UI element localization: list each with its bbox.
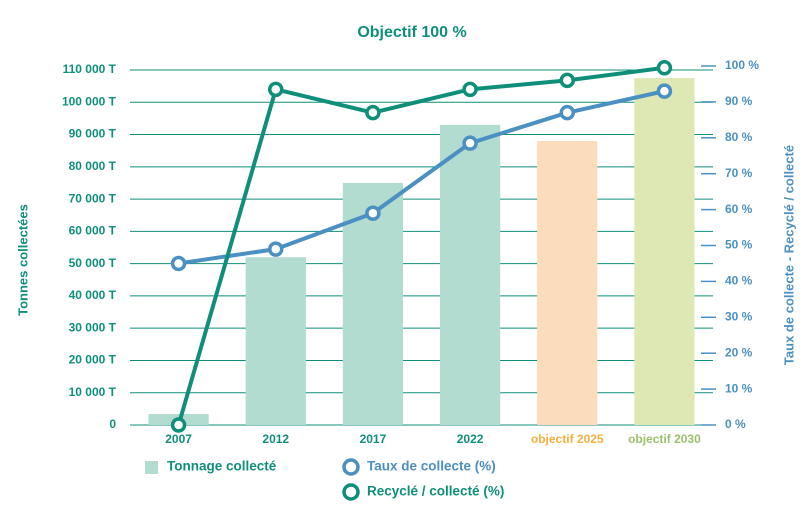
y2-tick-label: 60 % (725, 202, 753, 216)
marker (656, 60, 673, 76)
marker (268, 241, 284, 257)
y-tick-label: 90 000 T (69, 127, 117, 141)
legend-label: Tonnage collecté (167, 459, 277, 474)
y-tick-label: 10 000 T (69, 385, 117, 399)
x-tick-label: objectif 2025 (531, 432, 604, 446)
y-tick-label: 30 000 T (69, 320, 117, 334)
marker (365, 104, 381, 121)
y-axis-label: Tonnes collectées (15, 204, 30, 316)
y2-tick-label: 40 % (725, 274, 753, 288)
bar (245, 257, 306, 425)
bar (537, 141, 598, 425)
y-tick-label: 70 000 T (69, 191, 117, 205)
y2-tick-label: 50 % (725, 238, 753, 252)
marker (559, 72, 575, 89)
legend-swatch (342, 483, 360, 501)
marker (170, 255, 187, 272)
marker (656, 83, 673, 99)
marker (170, 417, 187, 433)
bar (342, 182, 404, 425)
legend-swatch (145, 461, 158, 474)
chart-title: Objectif 100 % (357, 24, 466, 41)
y2-tick-label: 90 % (725, 94, 753, 108)
bar (634, 78, 695, 426)
marker (462, 81, 478, 98)
y-tick-label: 50 000 T (69, 256, 117, 270)
legend-swatch (342, 458, 360, 476)
x-tick-label: 2022 (457, 432, 484, 446)
y2-tick-label: 70 % (725, 166, 753, 180)
y-tick-label: 0 (109, 417, 116, 431)
y2-tick-label: 30 % (725, 309, 753, 323)
y2-axis-label: Taux de collecte - Recyclé / collecté (781, 145, 796, 365)
x-tick-label: objectif 2030 (628, 432, 701, 446)
y-tick-label: 110 000 T (63, 62, 117, 76)
bar (439, 124, 501, 425)
marker (365, 205, 381, 221)
x-tick-label: 2007 (165, 432, 192, 446)
y-tick-label: 100 000 T (62, 94, 117, 108)
line (176, 65, 665, 426)
y2-tick-label: 100 % (725, 58, 759, 72)
x-tick-label: 2017 (360, 432, 387, 446)
legend-label: Taux de collecte (%) (367, 459, 496, 474)
marker (268, 81, 284, 98)
marker (559, 104, 575, 121)
y-tick-label: 60 000 T (69, 224, 117, 238)
y2-tick-label: 10 % (725, 381, 753, 395)
y2-tick-label: 20 % (725, 345, 753, 359)
y-tick-label: 40 000 T (69, 288, 117, 302)
marker (462, 135, 478, 151)
legend-label: Recyclé / collecté (%) (367, 484, 504, 499)
line (178, 89, 665, 266)
y-tick-label: 20 000 T (69, 353, 117, 367)
y2-tick-label: 0 % (725, 417, 746, 431)
x-tick-label: 2012 (262, 432, 289, 446)
y-tick-label: 80 000 T (69, 159, 117, 173)
y2-tick-label: 80 % (725, 130, 753, 144)
